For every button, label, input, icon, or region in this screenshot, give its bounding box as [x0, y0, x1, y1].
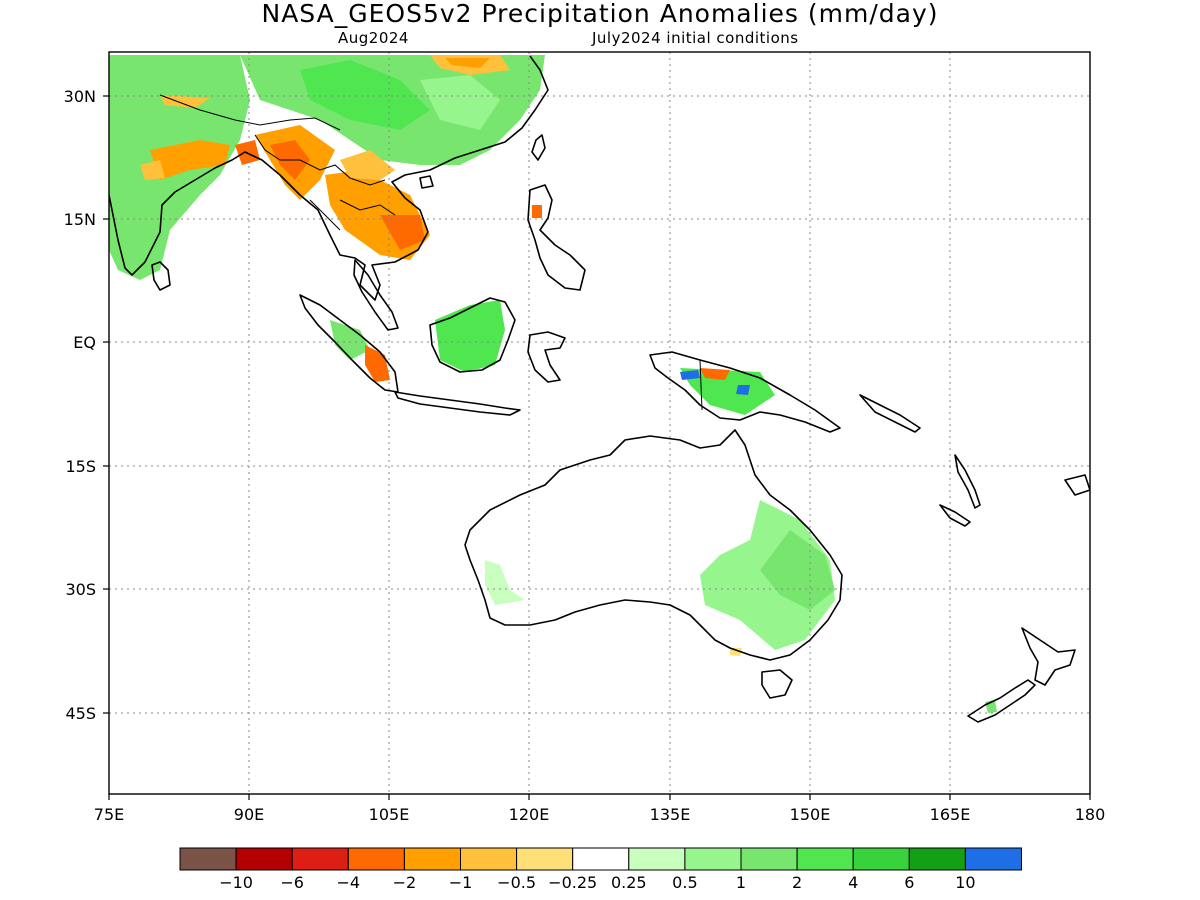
colorbar-label: −2	[393, 873, 417, 892]
lon-label: 75E	[94, 805, 124, 824]
coastline-taiwan	[531, 134, 546, 161]
colorbar-label: 6	[904, 873, 914, 892]
anomaly-shading	[109, 55, 997, 713]
colorbar-swatch	[235, 847, 293, 871]
colorbar-swatch	[291, 847, 349, 871]
lat-label: 15S	[65, 457, 96, 476]
coastline-sumatra	[299, 294, 399, 393]
tick-marks	[103, 95, 1091, 800]
coastline-sulawesi	[527, 331, 566, 383]
colorbar-swatch	[628, 847, 686, 871]
colorbar-swatch	[460, 847, 518, 871]
colorbar-swatch	[964, 847, 1023, 871]
colorbar-swatch	[516, 847, 574, 871]
colorbar-label: 10	[955, 873, 975, 892]
latitude-labels: 30N 15N EQ 15S 30S 45S	[64, 87, 96, 723]
coastline-asia	[109, 55, 549, 301]
colorbar-swatch	[347, 847, 405, 871]
grid-lines	[109, 52, 1090, 794]
anomaly-central-india-dry2	[140, 160, 165, 180]
lat-label: 45S	[65, 704, 96, 723]
anomaly-sumatra-wet	[330, 320, 370, 360]
lat-label: 15N	[64, 210, 96, 229]
colorbar-label: 4	[848, 873, 858, 892]
coastline-fiji	[1064, 474, 1090, 496]
colorbar-label: 0.5	[672, 873, 697, 892]
anomaly-vietnam-dry	[340, 150, 395, 180]
colorbar-label: −1	[449, 873, 473, 892]
longitude-labels: 75E 90E 105E 120E 135E 150E 165E 180	[94, 805, 1106, 824]
coastline-solomons	[859, 394, 921, 433]
anomaly-china-light	[420, 75, 500, 130]
lon-label: 165E	[930, 805, 971, 824]
anomaly-borneo-wet	[435, 300, 505, 372]
colorbar-swatch	[740, 847, 798, 871]
colorbar-label: 0.25	[611, 873, 647, 892]
colorbar-label: −6	[280, 873, 304, 892]
map-title: NASA_GEOS5v2 Precipitation Anomalies (mm…	[261, 0, 939, 28]
coastline-tasmania	[761, 669, 793, 699]
anomaly-newguinea-dry	[700, 368, 730, 380]
coastline-malaya	[353, 259, 399, 331]
anomaly-newguinea-verywet	[680, 370, 700, 380]
anomaly-china-wet-strong	[300, 60, 430, 130]
country-borders	[159, 94, 703, 411]
anomaly-central-india-dry	[150, 140, 230, 180]
colorbar-label: 1	[736, 873, 746, 892]
colorbar-label: −4	[337, 873, 361, 892]
colorbar-swatch	[852, 847, 910, 871]
lon-label: 90E	[234, 805, 264, 824]
lon-label: 135E	[650, 805, 691, 824]
colorbar-label: −0.5	[497, 873, 536, 892]
anomaly-himalaya-dry	[160, 95, 210, 108]
lat-label: EQ	[73, 333, 96, 352]
anomaly-newguinea-wet	[680, 368, 775, 415]
coastline-newcaledonia	[939, 504, 971, 527]
coastline-vanuatu	[954, 454, 981, 509]
colorbar-label: −10	[219, 873, 253, 892]
anomaly-west-australia-wet	[485, 560, 525, 605]
lat-label: 30N	[64, 87, 96, 106]
anomaly-sumatra-dry	[365, 345, 390, 382]
coastlines	[109, 55, 1090, 723]
coastline-borneo	[429, 297, 516, 373]
colorbar-label: 2	[792, 873, 802, 892]
lon-label: 120E	[509, 805, 550, 824]
colorbar-swatch	[572, 847, 630, 871]
coastline-srilanka	[151, 261, 171, 291]
colorbar-swatch	[908, 847, 966, 871]
coastline-nz-south	[967, 679, 1036, 723]
lon-label: 105E	[369, 805, 410, 824]
anomaly-china-dry2	[445, 58, 490, 68]
colorbar-swatch	[684, 847, 742, 871]
coastline-philippines	[527, 184, 586, 291]
anomaly-indochina-dry2	[380, 215, 425, 250]
coastline-hainan	[419, 175, 434, 189]
anomaly-luzon-dry	[532, 205, 542, 218]
initial-conditions-label: July2024 initial conditions	[592, 29, 799, 47]
colorbar-label: −0.25	[548, 873, 597, 892]
lon-label: 180	[1075, 805, 1106, 824]
lon-label: 150E	[790, 805, 831, 824]
coastline-nz-north	[1021, 627, 1076, 686]
coastline-newguinea	[649, 351, 841, 433]
anomaly-east-australia-wet2	[760, 530, 835, 610]
plot-frame	[108, 51, 1091, 795]
lat-label: 30S	[65, 580, 96, 599]
forecast-month: Aug2024	[338, 29, 409, 47]
colorbar-swatch	[179, 847, 237, 871]
colorbar: −10 −6 −4 −2 −1 −0.5 −0.25 0.25 0.5 1 2 4 6 10	[179, 847, 1023, 892]
coastline-java	[394, 391, 521, 416]
colorbar-swatch	[796, 847, 854, 871]
anomaly-south-australia-dry	[730, 648, 742, 656]
coastline-australia	[464, 429, 843, 661]
colorbar-swatch	[403, 847, 461, 871]
anomaly-newguinea-verywet2	[736, 385, 750, 395]
